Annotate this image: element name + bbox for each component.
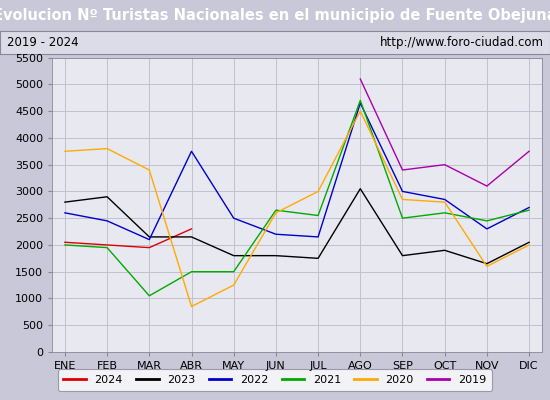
Text: http://www.foro-ciudad.com: http://www.foro-ciudad.com	[379, 36, 543, 49]
Text: 2019 - 2024: 2019 - 2024	[7, 36, 78, 49]
Legend: 2024, 2023, 2022, 2021, 2020, 2019: 2024, 2023, 2022, 2021, 2020, 2019	[58, 369, 492, 391]
Text: Evolucion Nº Turistas Nacionales en el municipio de Fuente Obejuna: Evolucion Nº Turistas Nacionales en el m…	[0, 8, 550, 23]
